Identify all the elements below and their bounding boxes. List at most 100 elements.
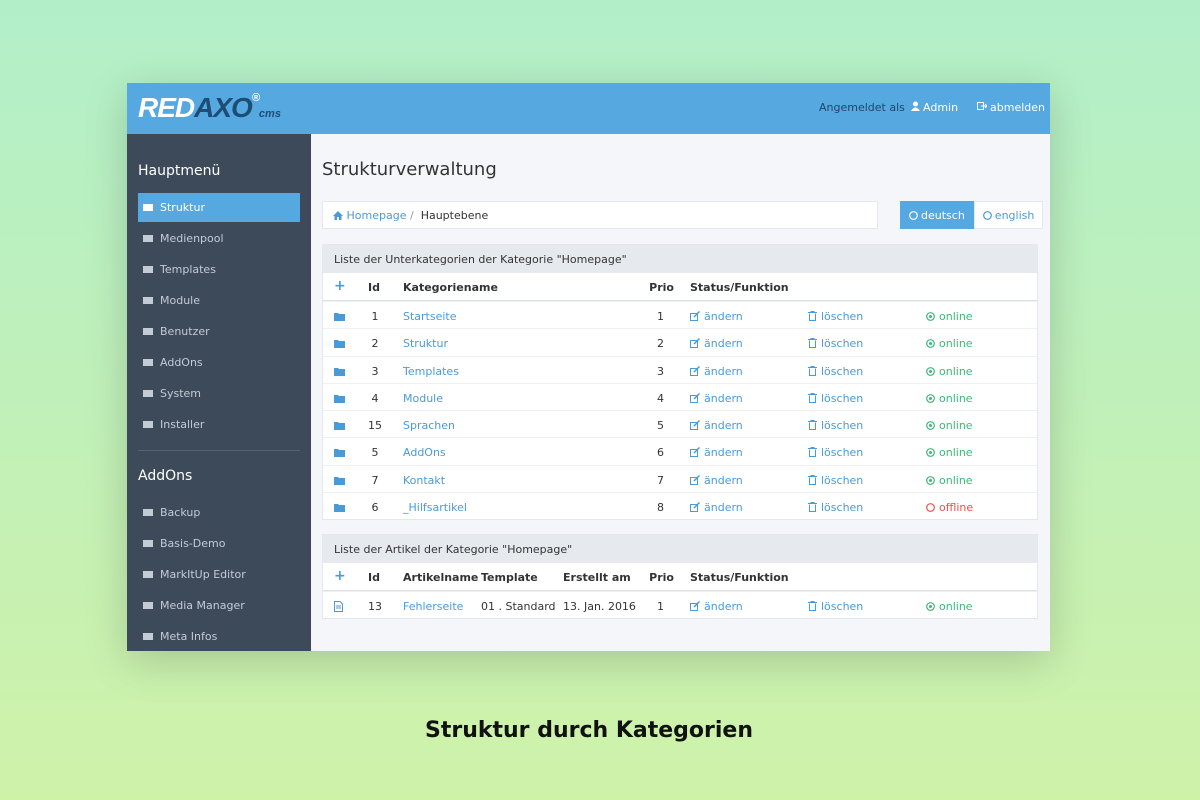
delete-link[interactable]: löschen — [808, 310, 863, 324]
sidebar-item[interactable]: Templates — [138, 255, 300, 284]
delete-link[interactable]: löschen — [808, 474, 863, 488]
sidebar-item-text: MarkItUp Editor — [160, 568, 246, 581]
icon — [690, 338, 701, 351]
delete-link[interactable]: löschen — [808, 446, 863, 460]
edit-link[interactable]: ändern — [690, 501, 743, 515]
status-link[interactable]: online — [926, 337, 973, 351]
column-header[interactable]: + — [334, 568, 346, 584]
status-link[interactable]: online — [926, 474, 973, 488]
status-link[interactable]: online — [926, 419, 973, 433]
status-text: online — [939, 364, 973, 378]
language-button[interactable]: deutsch — [900, 201, 974, 229]
sidebar-item[interactable]: System — [138, 379, 300, 408]
prio-cell: 1 — [657, 310, 664, 323]
sidebar-item-text: System — [160, 387, 202, 400]
icon — [690, 310, 701, 324]
edit-link[interactable]: ändern — [690, 337, 743, 351]
status-link[interactable]: online — [926, 392, 973, 406]
icon — [926, 601, 935, 614]
sidebar-item[interactable]: Backup — [138, 498, 300, 527]
sidebar-item[interactable]: Struktur — [138, 193, 300, 222]
icon — [808, 365, 817, 379]
sidebar-item-text: Basis-Demo — [160, 537, 226, 550]
sidebar-item[interactable]: Medienpool — [138, 224, 300, 253]
prio-cell: 7 — [657, 473, 664, 487]
logo-cms: cms — [258, 108, 281, 120]
edit-link[interactable]: ändern — [690, 600, 743, 614]
edit-link[interactable]: ändern — [690, 446, 743, 460]
logo[interactable]: REDAXO® cms — [138, 92, 281, 124]
categories-table: Liste der Unterkategorien der Kategorie … — [322, 244, 1038, 521]
logo-reg: ® — [251, 92, 260, 104]
edit-text: ändern — [704, 446, 743, 460]
logo-axo: AXO — [194, 92, 253, 123]
delete-text: löschen — [821, 600, 864, 613]
sidebar-item-text: Backup — [160, 506, 201, 519]
delete-link[interactable]: löschen — [808, 337, 863, 351]
sidebar-item[interactable]: AddOns — [138, 348, 300, 377]
sidebar-item[interactable]: Meta Infos — [138, 622, 300, 651]
edit-link[interactable]: ändern — [690, 474, 743, 488]
status-link[interactable]: offline — [926, 501, 973, 515]
language-text: english — [994, 209, 1035, 222]
id-cell: 15 — [368, 419, 382, 433]
name-cell[interactable]: Kontakt — [403, 473, 446, 487]
prio-cell: 3 — [657, 364, 664, 378]
icon — [909, 210, 918, 223]
language-button[interactable]: english — [973, 201, 1044, 229]
delete-link[interactable]: löschen — [808, 392, 863, 406]
delete-link[interactable]: löschen — [808, 600, 863, 614]
status-text: online — [939, 419, 973, 433]
sidebar-item[interactable]: Media Manager — [138, 591, 300, 620]
edit-link[interactable]: ändern — [690, 365, 743, 379]
name-cell[interactable]: Sprachen — [403, 419, 455, 433]
edit-link[interactable]: ändern — [690, 310, 743, 324]
edit-link[interactable]: ändern — [690, 419, 743, 433]
sidebar-item-text: AddOns — [160, 356, 203, 369]
table-row: 2 Struktur 2 ändern löschen online — [323, 328, 1037, 355]
delete-link[interactable]: löschen — [808, 365, 863, 379]
status-link[interactable]: online — [926, 600, 973, 614]
name-cell[interactable]: Templates — [403, 364, 459, 378]
status-link[interactable]: online — [926, 365, 973, 379]
table-row: 13 Fehlerseite 01 . Standard 13. Jan. 2016 1… — [323, 591, 1037, 618]
edit-link[interactable]: ändern — [690, 392, 743, 406]
icon — [926, 447, 935, 460]
status-link[interactable]: online — [926, 446, 973, 460]
status-link[interactable]: online — [926, 310, 973, 324]
edit-text: ändern — [704, 337, 743, 351]
icon — [334, 366, 345, 379]
sidebar-item[interactable]: Basis-Demo — [138, 529, 300, 558]
breadcrumb-home[interactable]: Homepage — [333, 209, 406, 222]
sidebar-item-text: Installer — [160, 418, 205, 431]
delete-link[interactable]: löschen — [808, 501, 863, 515]
delete-text: löschen — [821, 446, 864, 460]
table-row: 3 Templates 3 ändern löschen online — [323, 355, 1037, 383]
edit-text: ändern — [704, 364, 743, 378]
name-cell[interactable]: Fehlerseite — [403, 600, 464, 613]
language-text: deutsch — [921, 209, 965, 222]
name-cell[interactable]: _Hilfsartikel — [403, 501, 467, 515]
breadcrumb-separator: / — [409, 209, 414, 222]
sidebar-item[interactable]: Module — [138, 286, 300, 315]
name-cell[interactable]: AddOns — [403, 446, 446, 460]
logout-link[interactable]: abmelden — [990, 101, 1045, 114]
column-header[interactable]: + — [334, 278, 346, 294]
status-text: offline — [939, 501, 974, 515]
page-title: Strukturverwaltung — [322, 159, 497, 180]
name-cell[interactable]: Module — [403, 391, 443, 405]
template-cell: 01 . Standard — [481, 600, 556, 613]
icon — [926, 475, 935, 488]
sidebar-item[interactable]: Installer — [138, 410, 300, 439]
id-cell: 7 — [371, 473, 379, 487]
user-link[interactable]: Admin — [923, 101, 959, 114]
id-cell: 6 — [371, 501, 379, 515]
delete-link[interactable]: löschen — [808, 419, 863, 433]
sidebar-item-text: Medienpool — [160, 232, 224, 245]
sidebar-item[interactable]: MarkItUp Editor — [138, 560, 300, 589]
icon — [334, 311, 345, 324]
sidebar-item[interactable]: Benutzer — [138, 317, 300, 346]
name-cell[interactable]: Struktur — [403, 337, 448, 351]
name-cell[interactable]: Startseite — [403, 310, 457, 323]
